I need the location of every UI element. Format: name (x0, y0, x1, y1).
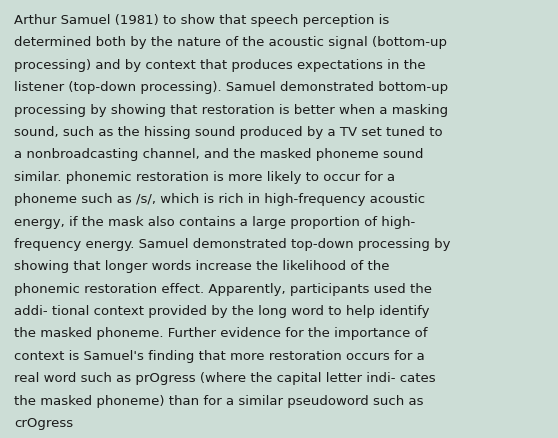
Text: real word such as prOgress (where the capital letter indi- cates: real word such as prOgress (where the ca… (14, 371, 436, 385)
Text: processing) and by context that produces expectations in the: processing) and by context that produces… (14, 59, 426, 72)
Text: energy, if the mask also contains a large proportion of high-: energy, if the mask also contains a larg… (14, 215, 415, 228)
Text: frequency energy. Samuel demonstrated top-down processing by: frequency energy. Samuel demonstrated to… (14, 237, 450, 251)
Text: showing that longer words increase the likelihood of the: showing that longer words increase the l… (14, 260, 389, 273)
Text: context is Samuel's finding that more restoration occurs for a: context is Samuel's finding that more re… (14, 349, 425, 362)
Text: similar. phonemic restoration is more likely to occur for a: similar. phonemic restoration is more li… (14, 170, 395, 184)
Text: sound, such as the hissing sound produced by a TV set tuned to: sound, such as the hissing sound produce… (14, 126, 442, 139)
Text: phoneme such as /s/, which is rich in high-frequency acoustic: phoneme such as /s/, which is rich in hi… (14, 193, 425, 206)
Text: Arthur Samuel (1981) to show that speech perception is: Arthur Samuel (1981) to show that speech… (14, 14, 389, 27)
Text: listener (top-down processing). Samuel demonstrated bottom-up: listener (top-down processing). Samuel d… (14, 81, 448, 94)
Text: determined both by the nature of the acoustic signal (bottom-up: determined both by the nature of the aco… (14, 36, 447, 49)
Text: the masked phoneme) than for a similar pseudoword such as: the masked phoneme) than for a similar p… (14, 394, 424, 407)
Text: crOgress: crOgress (14, 416, 73, 429)
Text: addi- tional context provided by the long word to help identify: addi- tional context provided by the lon… (14, 304, 430, 318)
Text: the masked phoneme. Further evidence for the importance of: the masked phoneme. Further evidence for… (14, 327, 427, 340)
Text: phonemic restoration effect. Apparently, participants used the: phonemic restoration effect. Apparently,… (14, 282, 432, 295)
Text: processing by showing that restoration is better when a masking: processing by showing that restoration i… (14, 103, 448, 117)
Text: a nonbroadcasting channel, and the masked phoneme sound: a nonbroadcasting channel, and the maske… (14, 148, 424, 161)
